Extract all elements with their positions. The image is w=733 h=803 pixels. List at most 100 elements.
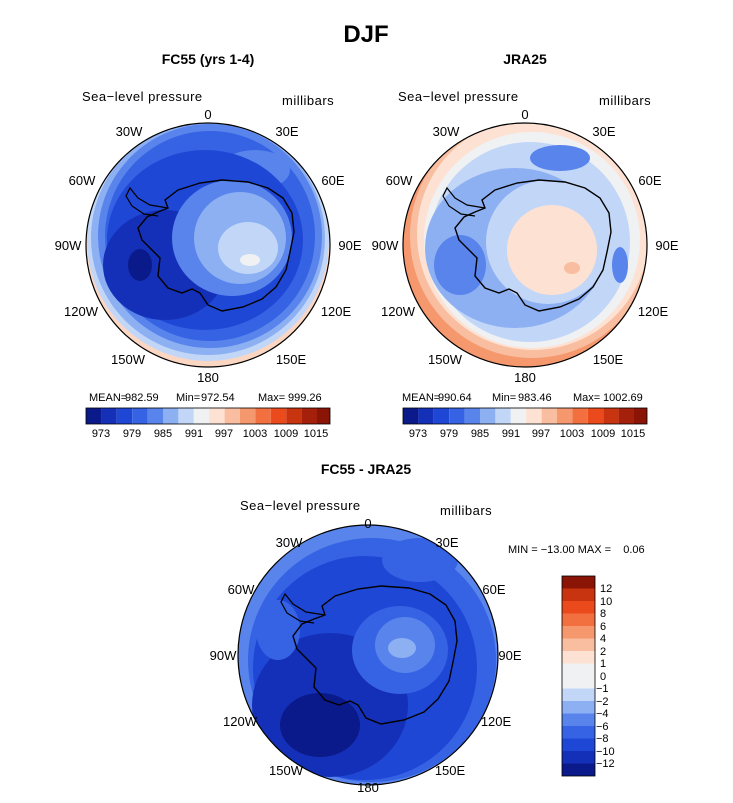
lon-label: 0 [204, 107, 211, 122]
colorbar-swatch [562, 763, 595, 776]
colorbar-tick: 973 [409, 428, 427, 440]
colorbar-frame [561, 575, 596, 777]
units-label: millibars [440, 503, 492, 518]
lon-label: 150W [111, 352, 146, 367]
lon-label: 180 [514, 370, 536, 385]
colorbar: 973 979 985 991 997 1003 1009 1015 [85, 407, 331, 440]
lon-label: 150E [276, 352, 307, 367]
lon-label: 120W [381, 304, 416, 319]
contour-low [280, 693, 360, 757]
contour-low [530, 145, 590, 171]
colorbar-swatch [562, 638, 595, 651]
colorbar-tick: 0 [600, 671, 606, 683]
colorbar-tick: −12 [596, 758, 615, 770]
colorbar-tick: 4 [600, 633, 606, 645]
contour-low [128, 249, 152, 281]
colorbar-swatch [495, 408, 511, 424]
panel-title: FC55 - JRA25 [321, 461, 411, 477]
colorbar-swatch [480, 408, 496, 424]
colorbar-swatch [634, 408, 647, 424]
colorbar-swatch [101, 408, 117, 424]
colorbar-swatch [572, 408, 588, 424]
antarctica-coastline [137, 179, 295, 312]
colorbar-swatch [433, 408, 450, 424]
colorbar-frame [85, 407, 331, 425]
lon-label: 0 [521, 107, 528, 122]
lon-label: 90W [372, 238, 399, 253]
colorbar-swatch [562, 726, 595, 739]
stats-line: MEAN= 990.64 Min= 983.46 Max= 1002.69 [402, 392, 643, 404]
max-value: 999.26 [288, 392, 322, 404]
colorbar-swatch [562, 613, 595, 626]
colorbar-swatch [587, 408, 604, 424]
longitude-labels: 0 30E 60E 90E 120E 150E 180 150W 120W 90… [372, 107, 679, 385]
colorbar-swatch [526, 408, 542, 424]
diff-colorbar: 12 10 8 6 4 2 1 0 −1 −2 −4 −6 −8 −10 −12 [561, 575, 615, 777]
colorbar-swatch [562, 588, 595, 601]
lon-label: 120E [638, 304, 669, 319]
colorbar-swatch [541, 408, 557, 424]
max-label: Max= [258, 392, 285, 404]
mean-label: MEAN= [89, 392, 127, 404]
colorbar-swatch [178, 408, 194, 424]
colorbar-tick: −8 [596, 733, 609, 745]
colorbar-swatch [116, 408, 133, 424]
colorbar-swatch [464, 408, 480, 424]
colorbar-tick: 10 [600, 596, 612, 608]
colorbar-tick: −2 [596, 696, 609, 708]
colorbar-swatch [147, 408, 163, 424]
panel-title: FC55 (yrs 1-4) [162, 51, 255, 67]
lon-label: 30E [275, 124, 298, 139]
antarctic-peninsula [125, 186, 169, 217]
lon-label: 90W [210, 648, 237, 663]
colorbar-swatch [562, 713, 595, 726]
colorbar-tick: 1 [600, 658, 606, 670]
ice-sheet [388, 638, 416, 658]
colorbar-tick: 979 [123, 428, 141, 440]
lon-label: 30E [435, 535, 458, 550]
polar-map [238, 525, 498, 785]
lon-label: 90E [338, 238, 361, 253]
antarctica-coastline [454, 179, 612, 312]
colorbar-tick: 8 [600, 608, 606, 620]
colorbar-frame [402, 407, 648, 425]
lon-label: 60E [482, 582, 505, 597]
colorbar-swatch [163, 408, 179, 424]
min-label: Min= [492, 392, 516, 404]
lon-label: 120E [481, 714, 512, 729]
colorbar-swatch [562, 601, 595, 614]
longitude-labels: 0 30E 60E 90E 120E 150E 180 150W 120W 90… [55, 107, 362, 385]
lon-label: 120W [64, 304, 99, 319]
lon-label: 60W [69, 173, 96, 188]
ice-sheet [507, 205, 597, 295]
panel-title: JRA25 [503, 51, 547, 67]
colorbar: 973 979 985 991 997 1003 1009 1015 [402, 407, 648, 440]
panel-fc55: FC55 (yrs 1-4) Sea−level pressure millib… [55, 51, 362, 440]
colorbar-swatch [418, 408, 434, 424]
ice-sheet [218, 222, 278, 274]
lon-label: 60E [321, 173, 344, 188]
colorbar-swatch [132, 408, 148, 424]
variable-label: Sea−level pressure [398, 89, 519, 104]
lon-label: 150E [435, 763, 466, 778]
minmax-label: MIN = −13.00 MAX = 0.06 [508, 544, 645, 556]
lon-label: 60W [228, 582, 255, 597]
colorbar-tick: 1009 [591, 428, 615, 440]
colorbar-swatch [618, 408, 634, 424]
variable-label: Sea−level pressure [240, 498, 361, 513]
antarctic-peninsula [442, 186, 486, 217]
antarctica-coastline [292, 585, 458, 725]
colorbar-swatch [224, 408, 240, 424]
ice-sheet [240, 254, 260, 266]
colorbar-swatch [301, 408, 317, 424]
colorbar-swatch [562, 576, 595, 589]
max-label: Max= [573, 392, 600, 404]
lon-label: 0 [364, 516, 371, 531]
min-value: 983.46 [518, 392, 552, 404]
colorbar-tick: 991 [185, 428, 203, 440]
colorbar-swatch [510, 408, 527, 424]
colorbar-tick: 997 [532, 428, 550, 440]
contour-low [434, 235, 486, 295]
lon-label: 30W [276, 535, 303, 550]
